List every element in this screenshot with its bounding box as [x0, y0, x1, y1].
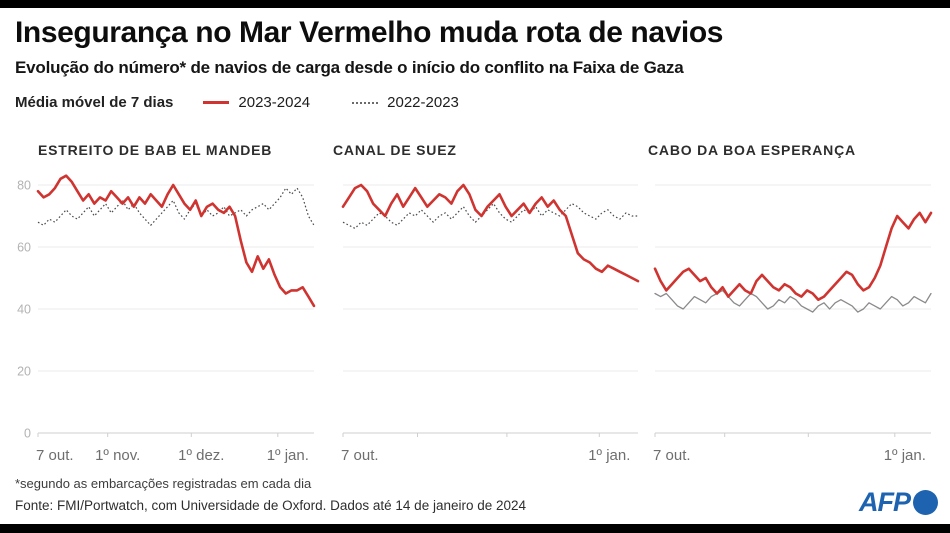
series-line-2022-2023 — [342, 202, 638, 230]
page-subtitle: Evolução do número* de navios de carga d… — [15, 58, 684, 77]
x-axis-label: 1º jan. — [884, 447, 926, 464]
footnote: *segundo as embarcações registradas em c… — [15, 476, 312, 491]
afp-logo: AFP — [859, 487, 938, 518]
red-line-swatch-icon — [203, 101, 230, 104]
chart-svg: 7 out. 1º jan. CABO DA BOA ESPERANÇA — [648, 142, 933, 464]
x-axis-label: 1º dez. — [178, 447, 224, 464]
top-black-bar — [0, 0, 950, 8]
x-axis-label: 7 out. — [341, 447, 379, 464]
chart-title: ESTREITO DE BAB EL MANDEB — [38, 142, 272, 158]
chart-svg: 7 out. 1º jan. CANAL DE SUEZ — [333, 142, 640, 464]
chart-cabo-da-boa-esperanca: 7 out. 1º jan. CABO DA BOA ESPERANÇA — [645, 135, 947, 470]
chart-canal-de-suez: 7 out. 1º jan. CANAL DE SUEZ — [330, 135, 644, 470]
bottom-black-bar — [0, 524, 950, 533]
series-line-2023-2024 — [36, 174, 316, 308]
legend-label: Média móvel de 7 dias — [15, 94, 174, 111]
chart-estreito-de-bab-el-mandeb: 0 20 40 60 80 7 out. 1º nov. 1º dez. 1º jan. ESTR… — [12, 135, 328, 470]
x-axis-label: 7 out. — [653, 447, 691, 464]
y-axis-label: 40 — [17, 303, 31, 317]
chart-title: CANAL DE SUEZ — [333, 142, 457, 158]
x-axis-label: 1º jan. — [267, 447, 309, 464]
series-line-2022-2023 — [37, 187, 315, 226]
legend-item-2023-2024: 2023-2024 — [203, 94, 310, 111]
page-title: Insegurança no Mar Vermelho muda rota de… — [15, 16, 724, 49]
dotted-line-swatch-icon — [352, 101, 379, 104]
source-line: Fonte: FMI/Portwatch, com Universidade d… — [15, 498, 527, 513]
x-axis-label: 1º nov. — [95, 447, 140, 464]
y-axis-label: 80 — [17, 179, 31, 193]
y-axis-label: 0 — [24, 427, 31, 441]
y-axis-label: 60 — [17, 241, 31, 255]
legend: Média móvel de 7 dias 2023-2024 2022-202… — [15, 94, 501, 111]
x-axis-label: 1º jan. — [588, 447, 630, 464]
chart-title: CABO DA BOA ESPERANÇA — [648, 142, 856, 158]
legend-item-label: 2023-2024 — [238, 94, 311, 111]
y-axis-label: 20 — [17, 365, 31, 379]
afp-logo-text: AFP — [859, 487, 911, 517]
series-line-2023-2024 — [341, 183, 640, 283]
series-line-2023-2024 — [653, 211, 933, 301]
legend-item-label: 2022-2023 — [387, 94, 459, 111]
series-line-2022-2023 — [654, 289, 932, 313]
x-axis-label: 7 out. — [36, 447, 74, 464]
legend-item-2022-2023: 2022-2023 — [352, 94, 459, 111]
afp-logo-circle-icon — [913, 490, 938, 515]
chart-svg: 0 20 40 60 80 7 out. 1º nov. 1º dez. 1º jan. ESTR… — [17, 142, 316, 464]
